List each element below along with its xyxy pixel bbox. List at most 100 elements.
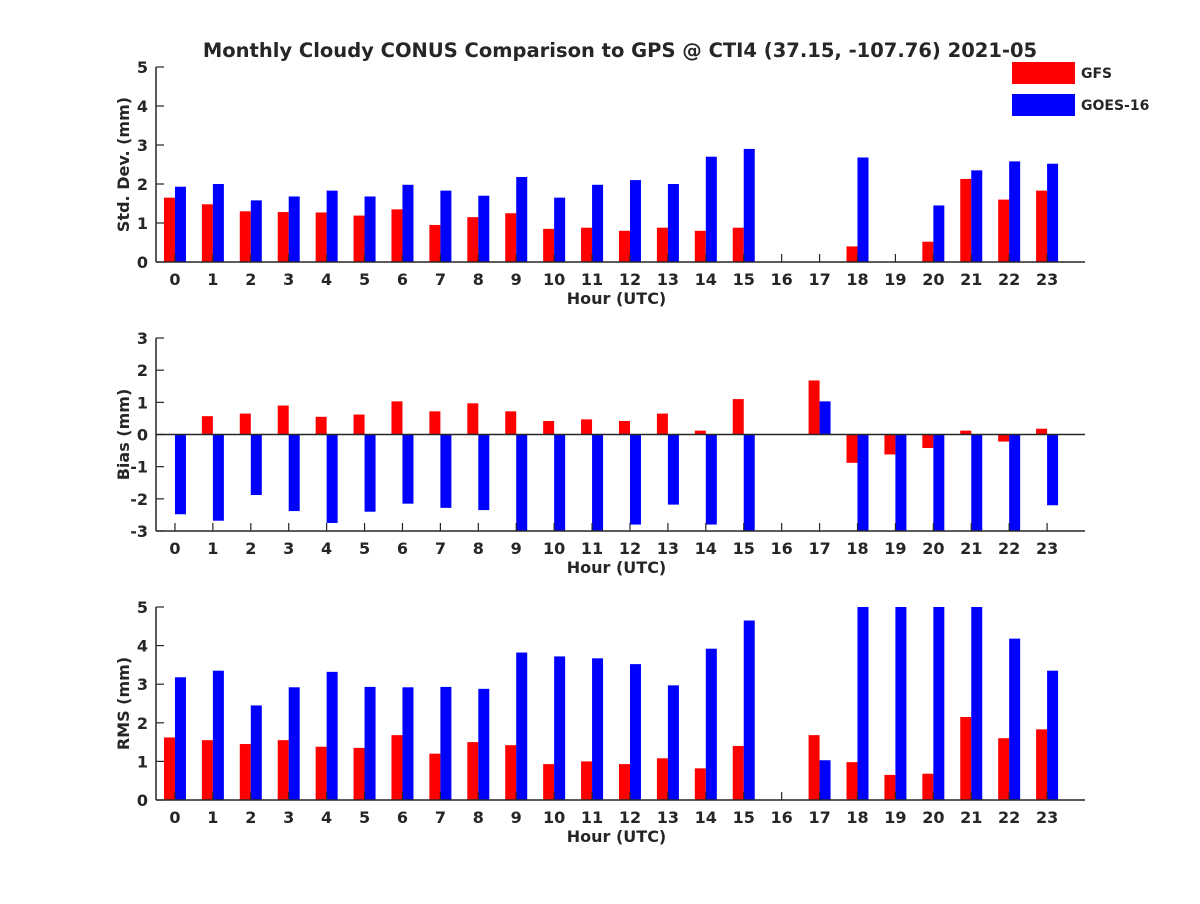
- bar-goes-16-5: [364, 196, 376, 262]
- bar-goes-16-22: [1009, 161, 1021, 262]
- bar-goes-16-11: [592, 434, 604, 531]
- bar-gfs-11: [581, 419, 593, 435]
- bar-goes-16-13: [667, 685, 679, 800]
- bar-gfs-0: [163, 737, 175, 800]
- x-tick-label: 2: [245, 539, 256, 558]
- y-axis-label: Std. Dev. (mm): [114, 97, 133, 232]
- bar-gfs-23: [1036, 428, 1048, 435]
- bar-gfs-4: [315, 746, 327, 800]
- bar-gfs-18: [846, 434, 858, 463]
- x-tick-label: 14: [695, 808, 717, 827]
- y-tick-label: 3: [137, 329, 148, 348]
- x-tick-label: 12: [619, 270, 641, 289]
- bar-goes-16-17: [819, 401, 831, 435]
- x-tick-label: 7: [435, 808, 446, 827]
- bar-gfs-9: [505, 213, 517, 262]
- bar-goes-16-0: [174, 434, 186, 515]
- bar-gfs-0: [163, 197, 175, 262]
- bar-gfs-19: [884, 774, 896, 800]
- x-tick-label: 20: [922, 808, 944, 827]
- bar-goes-16-8: [478, 688, 490, 800]
- bar-goes-16-5: [364, 686, 376, 800]
- bar-goes-16-12: [629, 664, 641, 800]
- bar-goes-16-8: [478, 195, 490, 262]
- bar-goes-16-20: [933, 434, 945, 531]
- series-goes-16: [174, 148, 1059, 262]
- figure-title: Monthly Cloudy CONUS Comparison to GPS @…: [203, 39, 1037, 62]
- x-tick-label: 12: [619, 808, 641, 827]
- bar-gfs-17: [808, 380, 820, 435]
- bar-goes-16-23: [1047, 434, 1059, 506]
- y-tick-label: -1: [130, 458, 148, 477]
- series-gfs: [163, 178, 1048, 262]
- bar-gfs-12: [618, 420, 630, 435]
- bar-gfs-23: [1036, 190, 1048, 262]
- x-tick-label: 14: [695, 270, 717, 289]
- bar-goes-16-20: [933, 205, 945, 262]
- bar-gfs-2: [239, 413, 251, 435]
- bar-gfs-4: [315, 212, 327, 262]
- bar-goes-16-9: [516, 176, 528, 262]
- bar-goes-16-10: [554, 197, 566, 262]
- bar-gfs-10: [543, 228, 555, 262]
- x-tick-label: 0: [169, 270, 180, 289]
- x-tick-label: 12: [619, 539, 641, 558]
- bar-goes-16-2: [250, 705, 262, 800]
- bar-gfs-1: [201, 740, 213, 800]
- y-tick-label: 2: [137, 714, 148, 733]
- x-tick-label: 11: [581, 539, 603, 558]
- x-tick-label: 18: [846, 270, 868, 289]
- bar-gfs-17: [808, 735, 820, 800]
- bar-goes-16-7: [440, 434, 452, 508]
- series-goes-16: [174, 607, 1059, 800]
- y-tick-label: 5: [137, 598, 148, 617]
- bar-goes-16-6: [402, 687, 414, 800]
- bar-goes-16-18: [857, 607, 869, 800]
- bar-gfs-14: [694, 768, 706, 800]
- bar-goes-16-1: [212, 434, 224, 521]
- x-tick-label: 8: [473, 270, 484, 289]
- bar-goes-16-15: [743, 620, 755, 800]
- bar-gfs-14: [694, 430, 706, 435]
- bar-gfs-13: [656, 413, 668, 435]
- y-tick-label: 2: [137, 361, 148, 380]
- x-tick-label: 0: [169, 539, 180, 558]
- bar-gfs-6: [391, 209, 403, 262]
- y-tick-label: 4: [137, 97, 148, 116]
- bar-gfs-3: [277, 740, 289, 800]
- bar-goes-16-2: [250, 200, 262, 262]
- bar-goes-16-10: [554, 656, 566, 800]
- x-tick-label: 5: [359, 270, 370, 289]
- x-tick-label: 21: [960, 808, 982, 827]
- x-tick-label: 3: [283, 808, 294, 827]
- bar-gfs-1: [201, 204, 213, 262]
- bar-goes-16-14: [705, 156, 717, 262]
- x-tick-label: 9: [511, 270, 522, 289]
- bar-goes-16-4: [326, 671, 338, 800]
- bar-gfs-18: [846, 762, 858, 800]
- bar-goes-16-1: [212, 184, 224, 262]
- legend-label: GOES-16: [1081, 98, 1149, 114]
- x-tick-label: 2: [245, 808, 256, 827]
- x-tick-label: 1: [207, 539, 218, 558]
- x-tick-label: 22: [998, 270, 1020, 289]
- bar-goes-16-5: [364, 434, 376, 512]
- bar-gfs-3: [277, 212, 289, 262]
- legend-swatch-1: [1012, 94, 1075, 116]
- y-tick-label: -3: [130, 522, 148, 541]
- y-axis-label: Bias (mm): [114, 389, 133, 481]
- bar-gfs-7: [429, 753, 441, 800]
- bar-gfs-2: [239, 211, 251, 262]
- bar-goes-16-18: [857, 157, 869, 262]
- bar-goes-16-19: [895, 434, 907, 531]
- x-tick-label: 9: [511, 808, 522, 827]
- bar-gfs-10: [543, 764, 555, 800]
- bar-goes-16-8: [478, 434, 490, 511]
- x-axis-label: Hour (UTC): [567, 827, 667, 846]
- y-tick-label: 4: [137, 637, 148, 656]
